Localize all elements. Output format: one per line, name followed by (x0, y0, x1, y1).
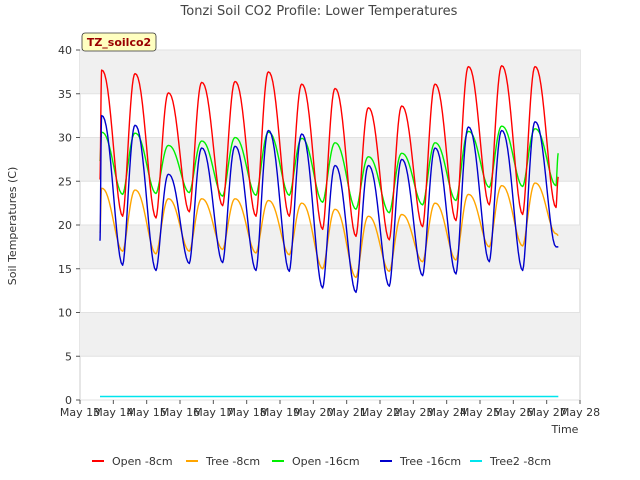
y-tick-label: 0 (65, 394, 72, 407)
chart-title: Tonzi Soil CO2 Profile: Lower Temperatur… (180, 4, 458, 19)
y-tick-label: 25 (58, 175, 72, 188)
y-tick-label: 35 (58, 88, 72, 101)
site-label: TZ_soilco2 (87, 36, 151, 49)
y-tick-label: 20 (58, 219, 72, 232)
grid-band (80, 225, 580, 269)
x-tick-label: May 28 (560, 406, 600, 419)
x-tick-label: May 16 (160, 406, 200, 419)
legend-label-open-16cm: Open -16cm (292, 455, 360, 468)
series-line-open-8cm (99, 65, 559, 241)
y-tick-label: 40 (58, 44, 72, 57)
y-axis-ticks: 0 5 10 15 20 25 30 35 40 (58, 44, 80, 407)
site-label-box: TZ_soilco2 (81, 32, 157, 52)
grid-band (80, 50, 580, 94)
x-tick-label: May 23 (393, 406, 433, 419)
series-layer (99, 65, 559, 398)
x-tick-label: May 17 (193, 406, 233, 419)
y-axis-label: Soil Temperatures (C) (6, 167, 19, 286)
x-tick-label: May 21 (327, 406, 367, 419)
x-tick-label: May 20 (293, 406, 333, 419)
x-tick-label: May 22 (360, 406, 400, 419)
site-label-background (81, 32, 157, 52)
x-tick-label: May 26 (493, 406, 533, 419)
series-line-tree-16cm (99, 114, 559, 294)
legend-label-open-8cm: Open -8cm (112, 455, 173, 468)
x-tick-label: May 27 (527, 406, 567, 419)
x-tick-label: May 19 (260, 406, 300, 419)
x-axis-label: Time (551, 423, 579, 436)
legend-label-tree-8cm: Tree -8cm (205, 455, 260, 468)
x-tick-label: May 18 (227, 406, 267, 419)
y-tick-label: 5 (65, 350, 72, 363)
x-tick-label: May 24 (427, 406, 467, 419)
y-tick-label: 15 (58, 263, 72, 276)
x-tick-label: May 15 (127, 406, 167, 419)
legend-label-tree2-8cm: Tree2 -8cm (489, 455, 551, 468)
y-tick-label: 10 (58, 307, 72, 320)
x-tick-label: May 25 (460, 406, 500, 419)
grid-band (80, 312, 580, 357)
x-tick-label: May 14 (93, 406, 133, 419)
legend: Open -8cm Tree -8cm Open -16cm Tree -16cm Tr… (92, 455, 551, 468)
y-tick-label: 30 (58, 132, 72, 145)
x-tick-label: May 13 (60, 406, 100, 419)
legend-label-tree-16cm: Tree -16cm (399, 455, 461, 468)
